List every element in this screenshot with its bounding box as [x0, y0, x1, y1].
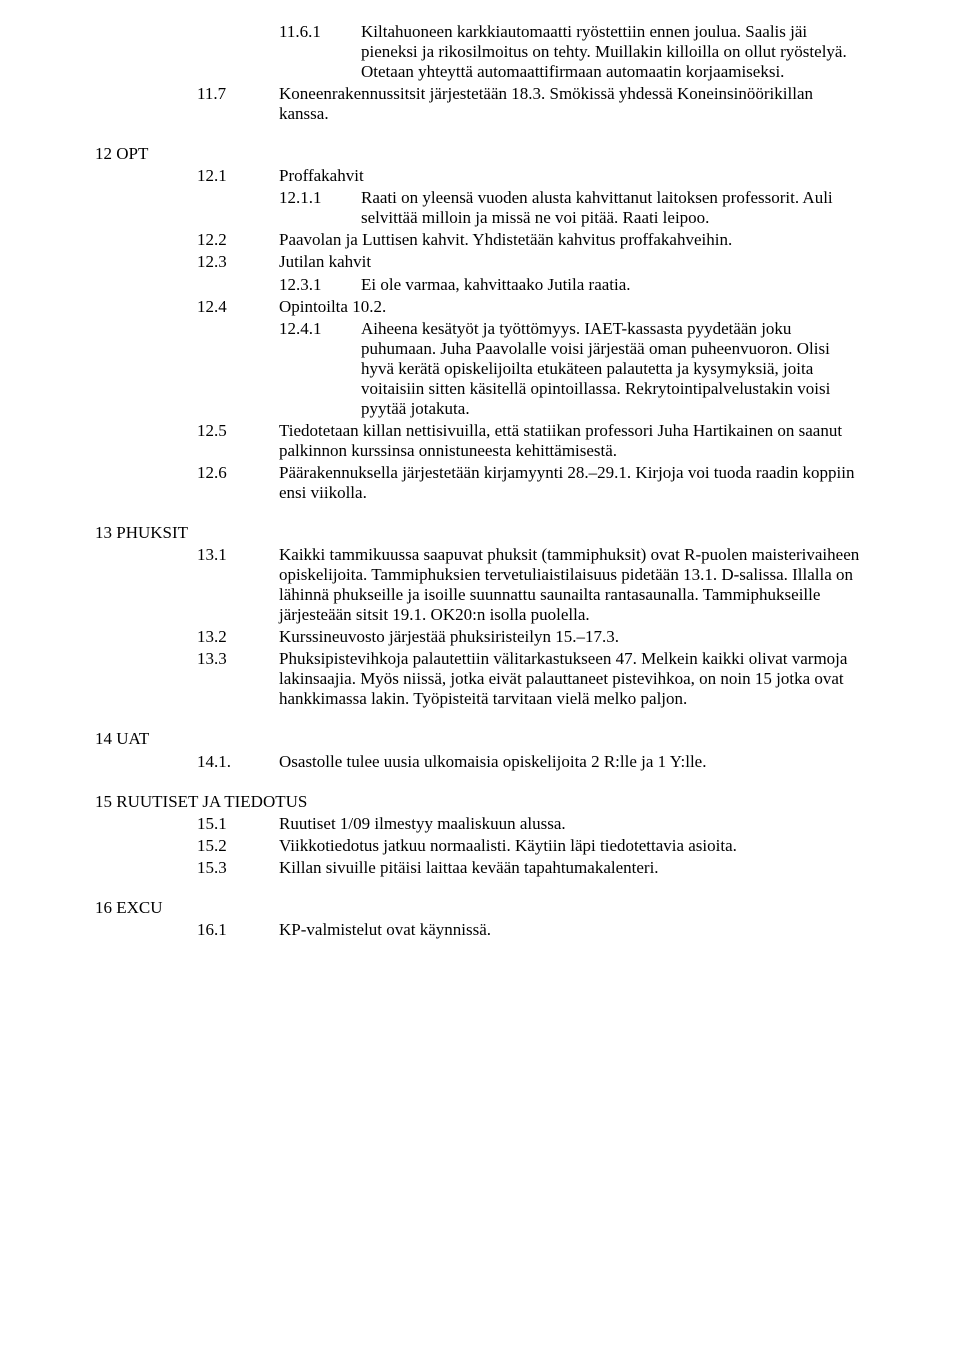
item-number: 11.6.1 [95, 22, 361, 82]
item-13-3: 13.3 Phuksipistevihkoja palautettiin väl… [95, 649, 865, 709]
item-number: 15.3 [95, 858, 279, 878]
item-12-5: 12.5 Tiedotetaan killan nettisivuilla, e… [95, 421, 865, 461]
item-12-4: 12.4 Opintoilta 10.2. [95, 297, 865, 317]
item-text: Tiedotetaan killan nettisivuilla, että s… [279, 421, 865, 461]
item-text: Phuksipistevihkoja palautettiin välitark… [279, 649, 865, 709]
heading-text: 13 PHUKSIT [95, 523, 865, 543]
item-15-2: 15.2 Viikkotiedotus jatkuu normaalisti. … [95, 836, 865, 856]
item-text: Jutilan kahvit [279, 252, 865, 272]
item-13-1: 13.1 Kaikki tammikuussa saapuvat phuksit… [95, 545, 865, 625]
item-text: KP-valmistelut ovat käynnissä. [279, 920, 865, 940]
item-text: Kiltahuoneen karkkiautomaatti ryöstettii… [361, 22, 865, 82]
item-text: Paavolan ja Luttisen kahvit. Yhdistetään… [279, 230, 865, 250]
item-text: Opintoilta 10.2. [279, 297, 865, 317]
item-text: Kurssineuvosto järjestää phuksiristeilyn… [279, 627, 865, 647]
item-15-1: 15.1 Ruutiset 1/09 ilmestyy maaliskuun a… [95, 814, 865, 834]
item-number: 13.2 [95, 627, 279, 647]
item-12-2: 12.2 Paavolan ja Luttisen kahvit. Yhdist… [95, 230, 865, 250]
item-text: Aiheena kesätyöt ja työttömyys. IAET-kas… [361, 319, 865, 419]
item-text: Killan sivuille pitäisi laittaa kevään t… [279, 858, 865, 878]
item-number: 12.6 [95, 463, 279, 503]
item-number: 12.5 [95, 421, 279, 461]
section-15-heading: 15 RUUTISET JA TIEDOTUS [95, 792, 865, 812]
item-number: 12.1 [95, 166, 279, 186]
heading-text: 15 RUUTISET JA TIEDOTUS [95, 792, 865, 812]
item-text: Koneenrakennussitsit järjestetään 18.3. … [279, 84, 865, 124]
item-12-4-1: 12.4.1 Aiheena kesätyöt ja työttömyys. I… [95, 319, 865, 419]
item-text: Ei ole varmaa, kahvittaako Jutila raatia… [361, 275, 865, 295]
item-11-7: 11.7 Koneenrakennussitsit järjestetään 1… [95, 84, 865, 124]
item-16-1: 16.1 KP-valmistelut ovat käynnissä. [95, 920, 865, 940]
heading-text: 12 OPT [95, 144, 865, 164]
heading-text: 16 EXCU [95, 898, 865, 918]
item-text: Ruutiset 1/09 ilmestyy maaliskuun alussa… [279, 814, 865, 834]
item-15-3: 15.3 Killan sivuille pitäisi laittaa kev… [95, 858, 865, 878]
item-11-6-1: 11.6.1 Kiltahuoneen karkkiautomaatti ryö… [95, 22, 865, 82]
item-text: Proffakahvit [279, 166, 865, 186]
section-14-heading: 14 UAT [95, 729, 865, 749]
item-text: Viikkotiedotus jatkuu normaalisti. Käyti… [279, 836, 865, 856]
section-13-heading: 13 PHUKSIT [95, 523, 865, 543]
item-12-3-1: 12.3.1 Ei ole varmaa, kahvittaako Jutila… [95, 275, 865, 295]
item-number: 12.4 [95, 297, 279, 317]
item-14-1: 14.1. Osastolle tulee uusia ulkomaisia o… [95, 752, 865, 772]
item-12-3: 12.3 Jutilan kahvit [95, 252, 865, 272]
item-text: Raati on yleensä vuoden alusta kahvittan… [361, 188, 865, 228]
item-number: 12.2 [95, 230, 279, 250]
item-number: 13.1 [95, 545, 279, 625]
item-number: 12.3.1 [95, 275, 361, 295]
item-12-6: 12.6 Päärakennuksella järjestetään kirja… [95, 463, 865, 503]
item-12-1: 12.1 Proffakahvit [95, 166, 865, 186]
item-number: 13.3 [95, 649, 279, 709]
item-number: 15.2 [95, 836, 279, 856]
section-16-heading: 16 EXCU [95, 898, 865, 918]
item-number: 12.4.1 [95, 319, 361, 419]
item-13-2: 13.2 Kurssineuvosto järjestää phuksirist… [95, 627, 865, 647]
heading-text: 14 UAT [95, 729, 865, 749]
item-number: 14.1. [95, 752, 279, 772]
item-text: Kaikki tammikuussa saapuvat phuksit (tam… [279, 545, 865, 625]
item-text: Osastolle tulee uusia ulkomaisia opiskel… [279, 752, 865, 772]
section-12-heading: 12 OPT [95, 144, 865, 164]
item-number: 11.7 [95, 84, 279, 124]
item-number: 16.1 [95, 920, 279, 940]
document-page: 11.6.1 Kiltahuoneen karkkiautomaatti ryö… [0, 0, 960, 1353]
item-number: 15.1 [95, 814, 279, 834]
item-number: 12.3 [95, 252, 279, 272]
item-text: Päärakennuksella järjestetään kirjamyynt… [279, 463, 865, 503]
item-number: 12.1.1 [95, 188, 361, 228]
item-12-1-1: 12.1.1 Raati on yleensä vuoden alusta ka… [95, 188, 865, 228]
